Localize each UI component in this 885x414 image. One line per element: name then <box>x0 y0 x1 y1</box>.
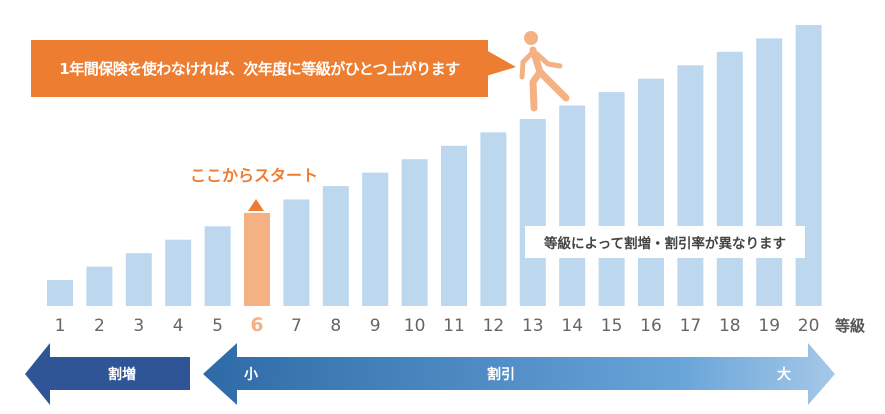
callout-banner: 1年間保険を使わなければ、次年度に等級がひとつ上がります <box>31 40 488 97</box>
discount-arrow <box>203 343 835 405</box>
large-label: 大 <box>777 367 791 383</box>
tick-label: 12 <box>483 316 505 336</box>
bar-grade-20 <box>795 25 822 306</box>
callout-tail <box>486 50 516 76</box>
tick-label: 10 <box>404 316 426 336</box>
bar-grade-8 <box>322 186 349 306</box>
tick-label: 20 <box>798 316 820 336</box>
tick-label: 15 <box>601 316 623 336</box>
tick-label: 3 <box>133 316 144 336</box>
tick-label: 11 <box>443 316 465 336</box>
bar-grade-9 <box>362 172 389 306</box>
bar-grade-4 <box>165 239 192 306</box>
tick-label: 5 <box>212 316 223 336</box>
x-axis-label: 等級 <box>835 317 865 335</box>
tick-label: 6 <box>250 314 263 336</box>
bar-grade-19 <box>756 38 783 306</box>
bar-grade-12 <box>480 132 507 306</box>
bar-grade-3 <box>125 253 152 306</box>
tick-label: 19 <box>758 316 780 336</box>
surcharge-arrow <box>25 343 190 405</box>
bar-grade-5 <box>204 226 231 306</box>
tick-label: 9 <box>370 316 381 336</box>
bar-grade-14 <box>559 105 586 307</box>
bar-grade-18 <box>716 51 743 307</box>
discount-label: 割引 <box>487 367 515 383</box>
tick-label: 1 <box>55 316 66 336</box>
tick-label: 4 <box>173 316 184 336</box>
tick-label: 2 <box>94 316 105 336</box>
info-box: 等級によって割増・割引率が異なります <box>525 226 805 258</box>
tick-label: 17 <box>680 316 702 336</box>
bar-grade-17 <box>677 65 704 307</box>
bar-grade-16 <box>638 78 664 307</box>
surcharge-label: 割増 <box>108 367 136 383</box>
start-marker-icon <box>248 199 264 211</box>
bar-grade-13 <box>519 118 546 307</box>
start-label: ここからスタート <box>190 166 319 185</box>
bar-grade-11 <box>441 145 467 306</box>
walking-person-icon <box>519 31 570 112</box>
tick-label: 18 <box>719 316 741 336</box>
bar-grade-6 <box>244 212 270 306</box>
tick-label: 7 <box>291 316 302 336</box>
bar-grade-15 <box>598 92 625 307</box>
bar-grade-7 <box>283 199 310 306</box>
tick-label: 16 <box>640 316 662 336</box>
bar-grade-10 <box>401 159 428 306</box>
small-label: 小 <box>244 367 258 383</box>
bar-grade-2 <box>86 266 113 306</box>
tick-label: 13 <box>522 316 544 336</box>
tick-label: 8 <box>330 316 341 336</box>
bar-grade-1 <box>47 280 73 306</box>
tick-label: 14 <box>561 316 583 336</box>
